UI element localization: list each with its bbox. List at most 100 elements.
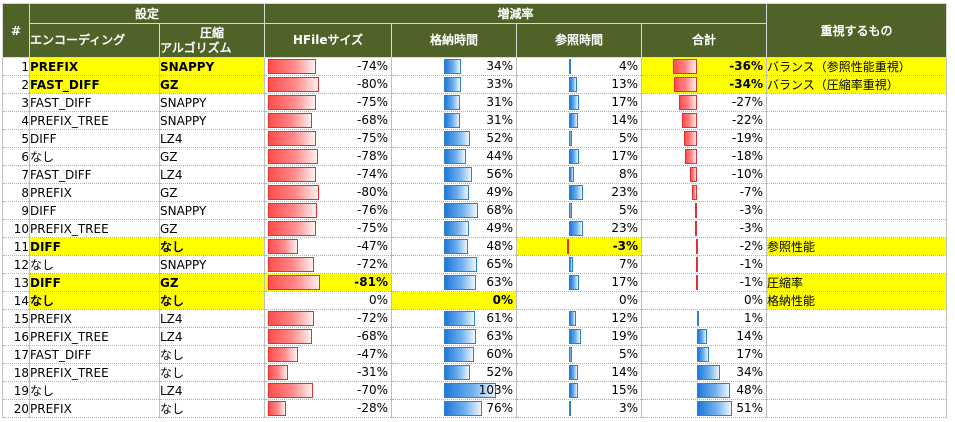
reference-cell: 4% <box>516 57 642 76</box>
storage-value: 61% <box>486 311 513 325</box>
compression-cell: LZ4 <box>159 327 265 346</box>
storage-cell: 76% <box>391 399 517 418</box>
total-value: -22% <box>731 113 763 127</box>
reference-value: 14% <box>611 365 638 379</box>
table-row: 15 PREFIX LZ4 -72% 61% 12% 1% <box>2 309 947 328</box>
row-number: 13 <box>13 275 29 290</box>
total-cell: 14% <box>641 327 767 346</box>
encoding-cell: PREFIX_TREE <box>29 363 160 382</box>
encoding-value: DIFF <box>30 203 57 218</box>
table-row: 18 PREFIX_TREE なし -31% 52% 14% 34% <box>2 363 947 382</box>
table-row: 6 なし GZ -78% 44% 17% -18% <box>2 147 947 166</box>
row-number: 6 <box>21 149 29 164</box>
compression-value: GZ <box>160 149 178 164</box>
priority-cell <box>766 183 947 202</box>
reference-value: 5% <box>618 203 638 217</box>
header-change-rate: 増減率 <box>264 3 767 24</box>
compression-value: LZ4 <box>160 329 183 344</box>
encoding-value: PREFIX_TREE <box>30 365 109 380</box>
table-row: 13 DIFF GZ -81% 63% 17% -1% 圧縮率 <box>2 273 947 292</box>
reference-cell: 17% <box>516 273 642 292</box>
reference-cell: 5% <box>516 129 642 148</box>
table-row: 19 なし LZ4 -70% 103% 15% 48% <box>2 381 947 400</box>
row-index: 4 <box>2 111 30 130</box>
reference-bar <box>569 59 571 74</box>
compression-cell: SNAPPY <box>159 111 265 130</box>
row-number: 17 <box>13 347 29 362</box>
compression-cell: SNAPPY <box>159 93 265 112</box>
total-value: -1% <box>739 257 763 271</box>
reference-cell: 8% <box>516 165 642 184</box>
hfile-bar <box>268 77 319 92</box>
storage-cell: 49% <box>391 183 517 202</box>
encoding-value: なし <box>30 294 55 308</box>
hfile-cell: -28% <box>264 399 392 418</box>
reference-value: 4% <box>618 59 638 73</box>
row-number: 5 <box>21 131 29 146</box>
total-cell: 0% <box>641 291 767 310</box>
storage-cell: 103% <box>391 381 517 400</box>
reference-value: 12% <box>611 311 638 325</box>
storage-value: 33% <box>486 77 513 91</box>
compression-value: SNAPPY <box>160 203 207 218</box>
total-cell: -3% <box>641 219 767 238</box>
reference-cell: 23% <box>516 219 642 238</box>
reference-value: 5% <box>618 347 638 361</box>
total-bar <box>690 167 697 182</box>
storage-cell: 60% <box>391 345 517 364</box>
reference-bar <box>569 383 578 398</box>
row-number: 2 <box>21 77 29 92</box>
header-reference-time: 参照時間 <box>516 23 642 58</box>
hfile-cell: -47% <box>264 345 392 364</box>
row-number: 4 <box>21 113 29 128</box>
encoding-value: なし <box>30 384 55 398</box>
table-row: 2 FAST_DIFF GZ -80% 33% 13% -34% バランス（圧縮率重視） <box>2 75 947 94</box>
encoding-value: なし <box>30 258 55 272</box>
header-priority: 重視するもの <box>766 3 947 58</box>
encoding-value: DIFF <box>30 239 61 254</box>
reference-value: 5% <box>618 131 638 145</box>
storage-cell: 65% <box>391 255 517 274</box>
compression-value: なし <box>160 366 185 380</box>
reference-cell: 12% <box>516 309 642 328</box>
row-number: 16 <box>13 329 29 344</box>
encoding-cell: なし <box>29 291 160 310</box>
compression-value: GZ <box>160 221 178 236</box>
compression-value: GZ <box>160 185 178 200</box>
priority-value: 参照性能 <box>767 240 816 254</box>
compression-value: なし <box>160 348 185 362</box>
priority-value: バランス（圧縮率重視） <box>767 78 899 92</box>
priority-cell <box>766 201 947 220</box>
reference-value: 17% <box>611 95 638 109</box>
hfile-value: -72% <box>356 311 388 325</box>
total-cell: 48% <box>641 381 767 400</box>
compression-value: なし <box>160 294 185 308</box>
reference-cell: 14% <box>516 363 642 382</box>
storage-cell: 31% <box>391 93 517 112</box>
priority-cell: バランス（参照性能重視） <box>766 57 947 76</box>
hfile-value: -81% <box>354 275 388 289</box>
storage-value: 52% <box>486 365 513 379</box>
total-value: -3% <box>739 203 763 217</box>
total-bar <box>679 95 697 110</box>
compression-cell: なし <box>159 399 265 418</box>
encoding-cell: FAST_DIFF <box>29 345 160 364</box>
hfile-value: -72% <box>356 257 388 271</box>
row-number: 11 <box>13 239 29 254</box>
encoding-cell: PREFIX <box>29 183 160 202</box>
reference-value: 13% <box>611 77 638 91</box>
encoding-cell: FAST_DIFF <box>29 165 160 184</box>
storage-bar <box>444 383 496 398</box>
reference-value: 23% <box>611 185 638 199</box>
storage-value: 56% <box>486 167 513 181</box>
storage-value: 44% <box>486 149 513 163</box>
priority-cell <box>766 255 947 274</box>
hfile-bar <box>268 185 319 200</box>
hfile-bar <box>268 275 320 290</box>
priority-cell: 圧縮率 <box>766 273 947 292</box>
hfile-cell: -75% <box>264 93 392 112</box>
reference-value: 23% <box>611 221 638 235</box>
storage-bar <box>444 257 477 272</box>
total-value: -36% <box>729 59 763 73</box>
reference-bar <box>569 311 576 326</box>
